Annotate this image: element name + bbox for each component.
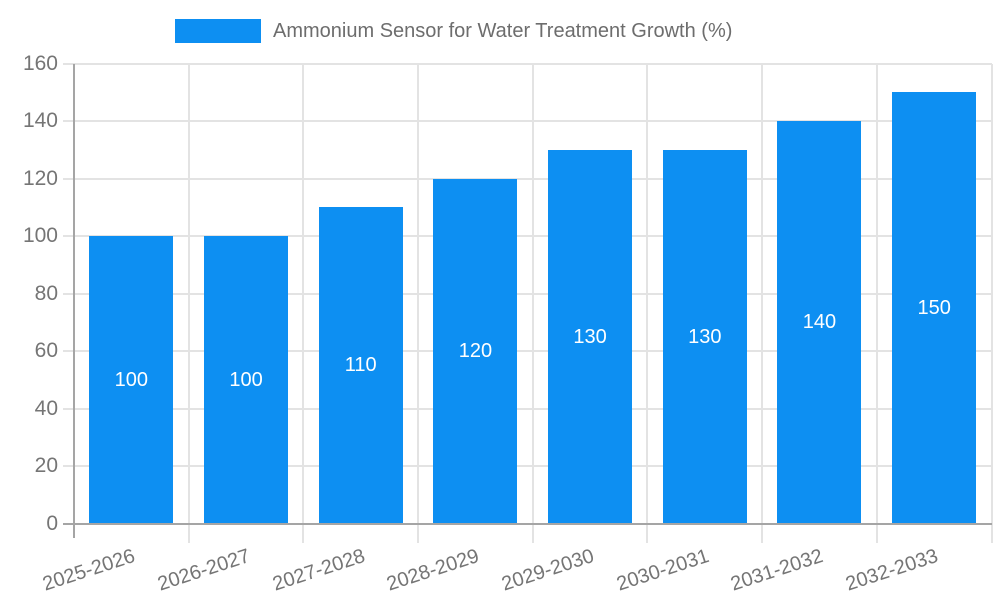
bar-value-label: 100 xyxy=(229,368,263,391)
y-gridline xyxy=(63,350,992,352)
legend-swatch xyxy=(175,19,261,43)
y-axis-tick-label: 120 xyxy=(22,166,58,190)
y-axis-tick-label: 40 xyxy=(34,396,58,420)
bar xyxy=(777,121,862,524)
bar xyxy=(548,149,633,524)
y-gridline xyxy=(63,177,992,180)
y-gridline xyxy=(63,235,992,237)
bar-value-label: 140 xyxy=(802,311,837,334)
legend-label: Ammonium Sensor for Water Treatment Grow… xyxy=(273,20,733,42)
y-axis-tick-label: 20 xyxy=(34,454,58,477)
bar-value-label: 100 xyxy=(114,368,149,391)
x-gridline xyxy=(531,63,534,543)
bar xyxy=(89,236,174,524)
bar xyxy=(433,178,518,524)
y-gridline xyxy=(63,62,992,65)
bar-value-label: 130 xyxy=(573,325,607,348)
bar-value-label: 130 xyxy=(688,325,722,348)
x-gridline xyxy=(646,63,649,543)
x-gridline xyxy=(302,63,305,543)
y-axis-tick-label: 160 xyxy=(22,51,58,75)
y-axis-tick-label: 80 xyxy=(34,281,58,305)
bar-value-label: 120 xyxy=(458,340,493,362)
bar-value-label: 150 xyxy=(917,296,951,319)
bar-value-label: 110 xyxy=(344,354,377,377)
y-axis-tick-label: 140 xyxy=(22,109,58,132)
y-axis-tick-label: 0 xyxy=(46,511,58,535)
y-gridline xyxy=(63,120,992,122)
y-gridline xyxy=(63,407,992,410)
x-gridline xyxy=(187,63,190,543)
y-axis-tick-label: 100 xyxy=(22,224,58,247)
chart-legend: Ammonium Sensor for Water Treatment Grow… xyxy=(175,19,732,43)
bar xyxy=(204,236,289,524)
y-gridline xyxy=(63,292,992,295)
y-axis-tick-label: 60 xyxy=(34,339,58,362)
y-gridline xyxy=(63,465,992,467)
x-gridline xyxy=(417,63,420,543)
y-axis-line xyxy=(73,63,75,538)
bar xyxy=(662,149,747,524)
bar xyxy=(892,92,977,524)
x-axis-line xyxy=(63,522,992,525)
bar xyxy=(318,207,403,524)
x-gridline xyxy=(990,63,993,543)
x-gridline xyxy=(761,63,764,543)
x-gridline xyxy=(875,63,878,543)
